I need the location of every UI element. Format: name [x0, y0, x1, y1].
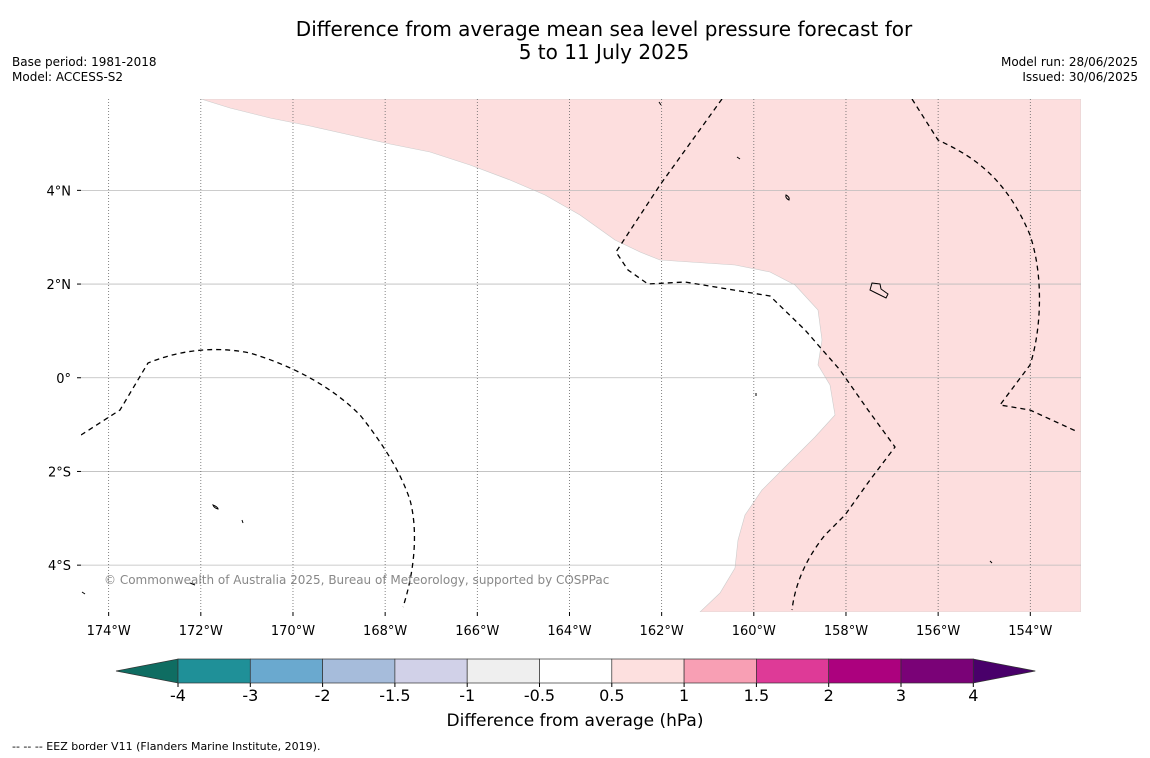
chart-title: Difference from average mean sea level p…: [0, 18, 1150, 64]
meta-left: Base period: 1981-2018 Model: ACCESS-S2: [12, 55, 157, 85]
lat-tick-label: 0°: [56, 372, 71, 387]
colorbar-bin: [900, 658, 974, 684]
colorbar-bin: [828, 658, 902, 684]
island-outline: [189, 582, 196, 586]
islands: [81, 101, 993, 595]
colorbar-tick-label: 2: [824, 686, 834, 705]
map-area: © Commonwealth of Australia 2025, Bureau…: [47, 99, 1081, 639]
lat-tick-label: 4°N: [47, 184, 72, 199]
colorbar-bin: [539, 658, 613, 684]
colorbar: -4 -3 -2 -1.5 -1 -0.5 0.5 1 1.5 2 3 4 Difference fr…: [115, 658, 1036, 731]
lon-tick-label: 156°W: [916, 624, 960, 639]
positive-anomaly-region: [200, 99, 1081, 612]
island-outline: [212, 504, 219, 510]
lon-tick-label: 174°W: [87, 624, 131, 639]
lon-tick-label: 158°W: [824, 624, 868, 639]
colorbar-tick-label: 1: [679, 686, 689, 705]
colorbar-bin: [683, 658, 757, 684]
longitude-labels: 174°W 172°W 170°W 168°W 166°W 164°W 162°W 160°W…: [87, 612, 1053, 639]
island-outline: [658, 101, 662, 106]
colorbar-tick-label: 1.5: [744, 686, 769, 705]
lat-tick-label: 2°S: [48, 465, 71, 480]
colorbar-bin: [756, 658, 830, 684]
colorbar-bin: [972, 658, 1036, 684]
island-outline: [81, 591, 86, 595]
lon-tick-label: 170°W: [271, 624, 315, 639]
lat-tick-label: 2°N: [47, 278, 72, 293]
colorbar-bin: [322, 658, 396, 684]
colorbar-tick-label: -3: [242, 686, 258, 705]
eez-border-line: [81, 348, 416, 608]
colorbar-bin: [466, 658, 540, 684]
title-line-1: Difference from average mean sea level p…: [295, 17, 913, 41]
island-outline: [736, 156, 741, 160]
issued-text: Issued: 30/06/2025: [1022, 70, 1138, 84]
model-text: Model: ACCESS-S2: [12, 70, 124, 84]
colorbar-bin: [611, 658, 685, 684]
colorbar-tick-label: -4: [170, 686, 186, 705]
colorbar-bin: [394, 658, 468, 684]
colorbar-tick-label: -1: [459, 686, 475, 705]
colorbar-bin: [115, 658, 179, 684]
latitude-labels: 4°N 2°N 0° 2°S 4°S: [47, 184, 81, 574]
eez-border-line: [911, 99, 1079, 433]
colorbar-tick-label: 4: [968, 686, 978, 705]
lat-tick-label: 4°S: [48, 559, 71, 574]
island-outline: [869, 282, 889, 299]
model-run-text: Model run: 28/06/2025: [1000, 55, 1138, 69]
copyright-credit: © Commonwealth of Australia 2025, Bureau…: [104, 573, 609, 587]
colorbar-tick-label: 0.5: [599, 686, 624, 705]
lon-tick-label: 160°W: [732, 624, 776, 639]
island-outline: [241, 519, 244, 524]
eez-border-line: [615, 99, 896, 611]
colorbar-tick-label: -1.5: [379, 686, 410, 705]
lon-tick-label: 162°W: [640, 624, 684, 639]
lon-tick-label: 172°W: [179, 624, 223, 639]
island-outline: [989, 560, 993, 564]
gridlines: [81, 99, 1081, 612]
island-outline: [785, 194, 790, 201]
meta-right: Model run: 28/06/2025 Issued: 30/06/2025: [1001, 55, 1138, 85]
title-line-2: 5 to 11 July 2025: [518, 40, 690, 64]
colorbar-tick-label: -0.5: [524, 686, 555, 705]
eez-borders: [81, 99, 1079, 611]
colorbar-title: Difference from average (hPa): [447, 711, 704, 731]
lon-tick-label: 166°W: [455, 624, 499, 639]
colorbar-tick-label: -2: [315, 686, 331, 705]
colorbar-bin: [249, 658, 323, 684]
eez-footnote: -- -- -- EEZ border V11 (Flanders Marine…: [12, 740, 321, 753]
lon-tick-label: 168°W: [363, 624, 407, 639]
lon-tick-label: 154°W: [1008, 624, 1052, 639]
base-period-text: Base period: 1981-2018: [12, 55, 157, 69]
colorbar-tick-label: 3: [896, 686, 906, 705]
colorbar-bin: [177, 658, 251, 684]
lon-tick-label: 164°W: [547, 624, 591, 639]
